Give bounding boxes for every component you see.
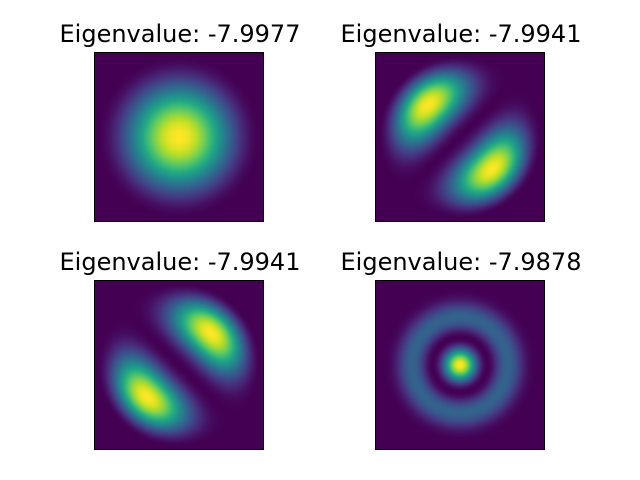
panel-1-title: Eigenvalue: -7.9977 [59, 20, 301, 48]
panel-3-title: Eigenvalue: -7.9941 [59, 248, 301, 276]
panel-1-canvas [95, 53, 263, 221]
panel-4-title: Eigenvalue: -7.9878 [340, 248, 582, 276]
panel-2-canvas [376, 53, 544, 221]
panel-3-canvas [95, 281, 263, 449]
panel-1-heatmap [94, 52, 264, 222]
panel-3-heatmap [94, 280, 264, 450]
panel-2-heatmap [375, 52, 545, 222]
panel-2-title: Eigenvalue: -7.9941 [340, 20, 582, 48]
panel-4-heatmap [375, 280, 545, 450]
panel-4-canvas [376, 281, 544, 449]
